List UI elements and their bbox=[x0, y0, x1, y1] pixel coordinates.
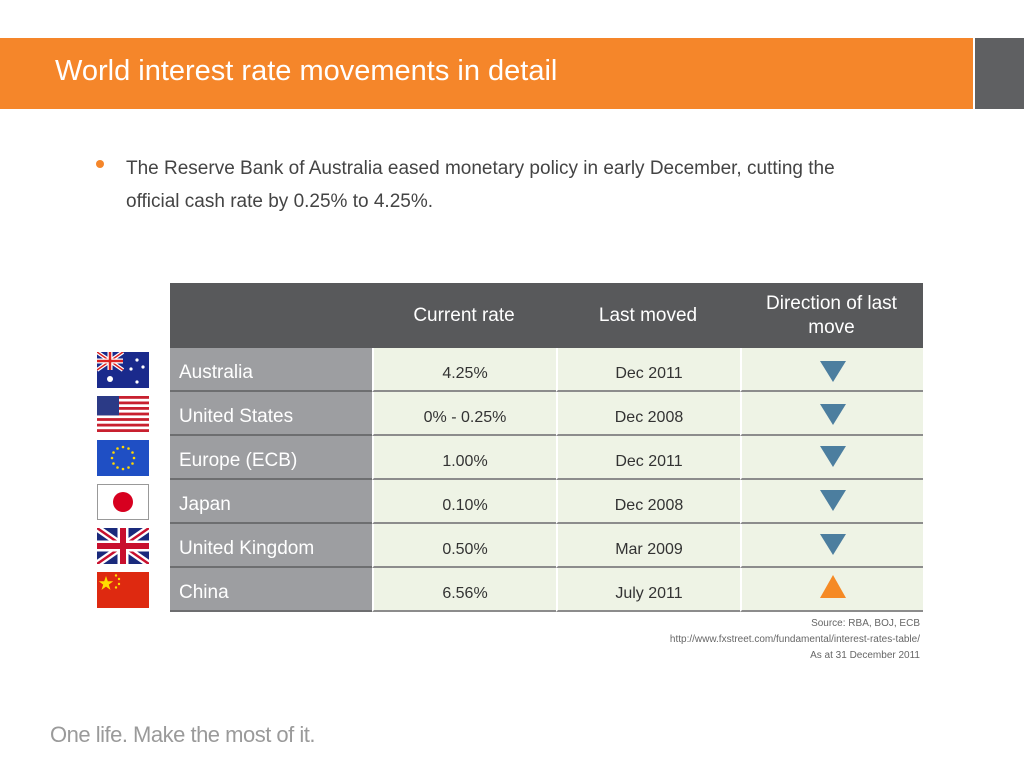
flag-china bbox=[97, 572, 149, 608]
table-cell: Mar 2009 bbox=[556, 524, 740, 568]
direction-down bbox=[820, 361, 846, 382]
table-cell: Dec 2008 bbox=[556, 480, 740, 524]
table-cell: 0% - 0.25% bbox=[372, 392, 556, 436]
header-cell bbox=[170, 283, 372, 348]
source-line: Source: RBA, BOJ, ECB bbox=[811, 618, 920, 629]
table-cell: 1.00% bbox=[372, 436, 556, 480]
row-label: China bbox=[170, 568, 372, 612]
flag-japan bbox=[97, 484, 149, 520]
row-label: United Kingdom bbox=[170, 524, 372, 568]
column-header: Last moved bbox=[556, 283, 740, 348]
table-cell: 0.10% bbox=[372, 480, 556, 524]
header-accent bbox=[975, 38, 1024, 109]
flag-united-states bbox=[97, 396, 149, 432]
column-header: Current rate bbox=[372, 283, 556, 348]
flag-europe bbox=[97, 440, 149, 476]
direction-down bbox=[820, 404, 846, 425]
flag-australia bbox=[97, 352, 149, 388]
row-label: Europe (ECB) bbox=[170, 436, 372, 480]
direction-down bbox=[820, 446, 846, 467]
direction-up bbox=[820, 575, 846, 598]
table-cell: July 2011 bbox=[556, 568, 740, 612]
direction-down bbox=[820, 490, 846, 511]
source-line: As at 31 December 2011 bbox=[810, 650, 920, 661]
row-label: Australia bbox=[170, 348, 372, 392]
header-bar bbox=[0, 38, 973, 109]
flag-united-kingdom bbox=[97, 528, 149, 564]
bullet-dot bbox=[96, 160, 104, 168]
table-cell: Dec 2011 bbox=[556, 436, 740, 480]
table-cell: Dec 2008 bbox=[556, 392, 740, 436]
bullet-text: The Reserve Bank of Australia eased mone… bbox=[126, 158, 835, 212]
table-cell: Dec 2011 bbox=[556, 348, 740, 392]
tagline: One life. Make the most of it. bbox=[50, 722, 316, 747]
direction-down bbox=[820, 534, 846, 555]
row-label: United States bbox=[170, 392, 372, 436]
source-line: http://www.fxstreet.com/fundamental/inte… bbox=[669, 634, 920, 645]
table-cell: 4.25% bbox=[372, 348, 556, 392]
slide-title: World interest rate movements in detail bbox=[55, 55, 558, 87]
table-cell: 6.56% bbox=[372, 568, 556, 612]
row-label: Japan bbox=[170, 480, 372, 524]
direction-cell bbox=[740, 436, 923, 480]
table-cell: 0.50% bbox=[372, 524, 556, 568]
column-header: Direction of last move bbox=[740, 283, 923, 348]
